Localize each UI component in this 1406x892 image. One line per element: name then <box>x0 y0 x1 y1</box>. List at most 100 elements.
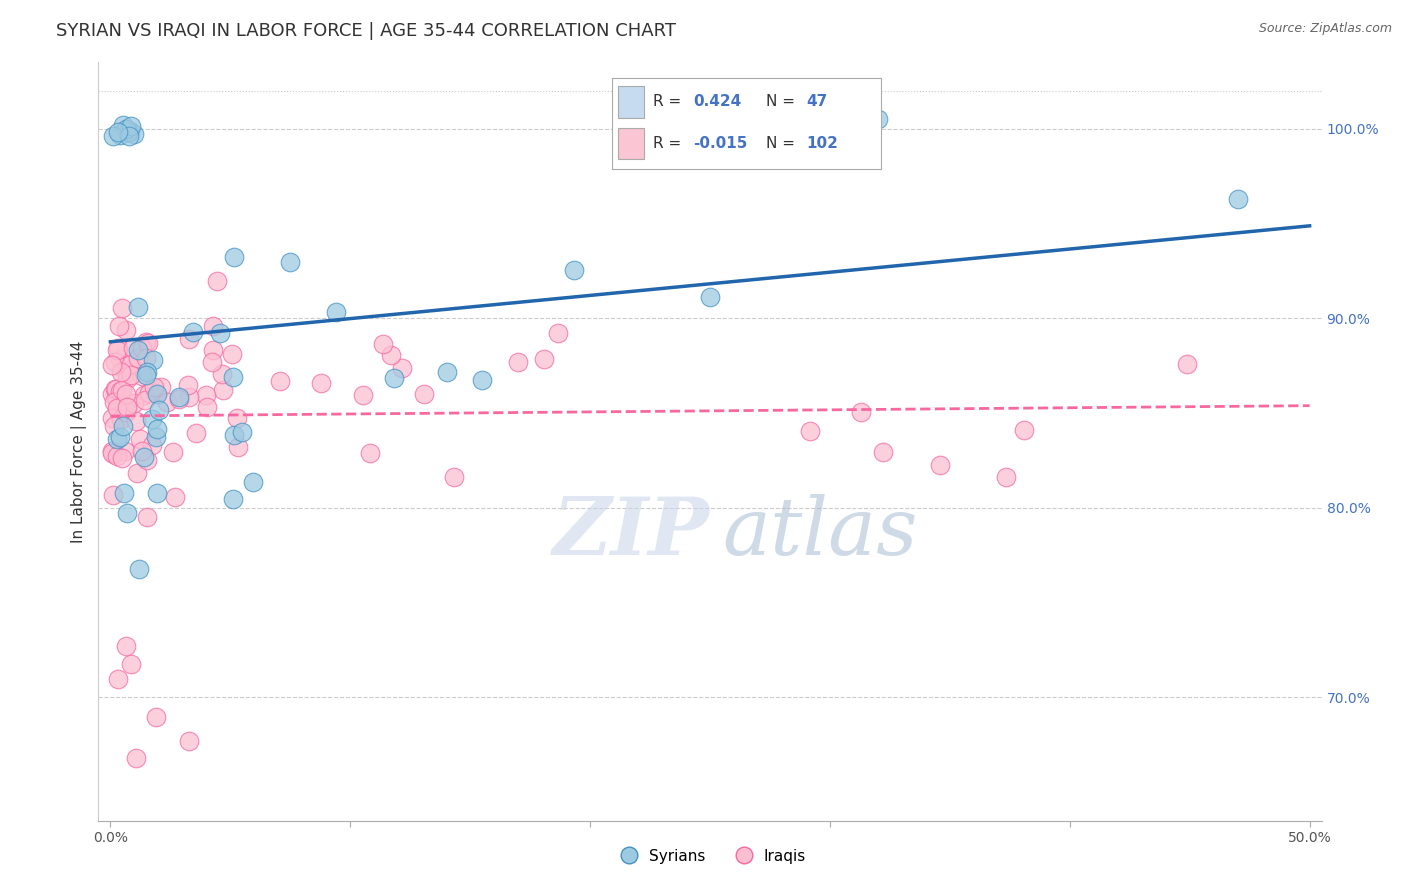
Point <box>131 444 153 458</box>
Point <box>103 447 125 461</box>
Point <box>105 450 128 464</box>
Point <box>872 444 894 458</box>
Point <box>547 326 569 340</box>
Point <box>143 386 166 401</box>
Point <box>269 374 291 388</box>
Point <box>128 432 150 446</box>
Point <box>508 355 530 369</box>
Point <box>127 467 149 481</box>
Point <box>125 414 148 428</box>
Point <box>391 360 413 375</box>
Point <box>107 125 129 139</box>
Point <box>226 411 249 425</box>
Point <box>145 430 167 444</box>
Point <box>205 274 228 288</box>
Text: atlas: atlas <box>723 494 918 571</box>
Point <box>325 305 347 319</box>
Point <box>117 125 139 139</box>
Point <box>107 343 129 357</box>
Point <box>104 382 127 396</box>
Point <box>117 358 139 372</box>
Point <box>179 390 201 404</box>
Point <box>101 358 124 372</box>
Point <box>352 388 374 402</box>
Point <box>110 365 132 379</box>
Point <box>120 124 142 138</box>
Point <box>135 335 157 350</box>
Point <box>101 129 124 144</box>
Point <box>231 425 253 440</box>
Point <box>208 326 231 340</box>
Point <box>533 352 555 367</box>
Point <box>195 388 218 402</box>
Point <box>471 373 494 387</box>
Point <box>309 376 332 390</box>
Point <box>699 290 721 304</box>
Point <box>142 380 165 394</box>
Point <box>1226 192 1249 206</box>
Point <box>929 458 952 473</box>
Point <box>1012 423 1035 437</box>
Point <box>101 487 124 501</box>
Point <box>115 323 138 337</box>
Point <box>201 354 224 368</box>
Point <box>111 383 134 397</box>
Point <box>107 341 129 355</box>
Text: Source: ZipAtlas.com: Source: ZipAtlas.com <box>1258 22 1392 36</box>
Point <box>179 733 201 747</box>
Point <box>103 395 125 409</box>
Point <box>107 672 129 686</box>
Text: SYRIAN VS IRAQI IN LABOR FORCE | AGE 35-44 CORRELATION CHART: SYRIAN VS IRAQI IN LABOR FORCE | AGE 35-… <box>56 22 676 40</box>
Point <box>103 419 125 434</box>
Point <box>115 371 138 385</box>
Point <box>146 422 169 436</box>
Point <box>141 438 163 452</box>
Point <box>169 392 191 406</box>
Point <box>114 486 136 500</box>
Point <box>120 368 142 382</box>
Point <box>111 118 134 132</box>
Point <box>135 365 157 379</box>
Point <box>114 121 136 136</box>
Point <box>124 750 146 764</box>
Point <box>145 486 167 500</box>
Point <box>104 354 127 368</box>
Point <box>242 475 264 489</box>
Point <box>105 382 128 396</box>
Point <box>1175 357 1198 371</box>
Point <box>128 562 150 576</box>
Point <box>165 491 187 505</box>
Point <box>221 347 243 361</box>
Point <box>100 446 122 460</box>
Point <box>995 470 1018 484</box>
Point <box>120 357 142 371</box>
Point <box>382 370 405 384</box>
Point <box>413 387 436 401</box>
Point <box>562 263 585 277</box>
Point <box>799 424 821 438</box>
Point <box>436 365 458 379</box>
Point <box>115 400 138 414</box>
Point <box>866 112 889 127</box>
Point <box>136 509 159 524</box>
Point <box>149 380 172 394</box>
Point <box>202 319 225 334</box>
Point <box>127 343 149 357</box>
Point <box>138 385 160 400</box>
Point <box>179 332 201 346</box>
Point <box>136 335 159 350</box>
Point <box>142 353 165 368</box>
Point <box>371 337 394 351</box>
Point <box>115 400 138 414</box>
Point <box>222 491 245 506</box>
Point <box>162 445 184 459</box>
Point <box>114 399 136 413</box>
Point <box>212 383 235 397</box>
Point <box>134 392 156 407</box>
Point <box>110 411 132 425</box>
Point <box>120 119 142 133</box>
Point <box>134 387 156 401</box>
Point <box>115 366 138 380</box>
Point <box>127 300 149 314</box>
Point <box>108 128 131 143</box>
